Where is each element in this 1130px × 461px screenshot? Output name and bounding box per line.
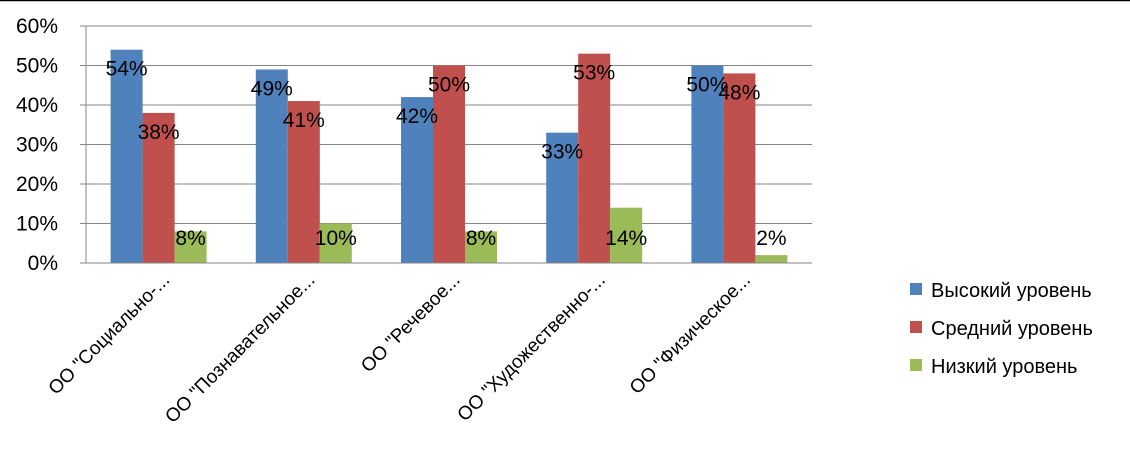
x-axis: ОО "Социально-...ОО "Познавательное... ОО…: [45, 262, 812, 428]
y-tick-label: 10%: [16, 213, 58, 236]
legend-swatch: [910, 321, 922, 333]
bar: [433, 65, 465, 263]
legend-label: Средний уровень: [931, 318, 1093, 340]
legend-item: Высокий уровень: [910, 280, 1092, 302]
legend-item: Низкий уровень: [910, 356, 1077, 378]
bar: [174, 231, 207, 263]
x-tick-label: ОО "Социально-...: [45, 270, 174, 400]
y-tick-label: 20%: [16, 173, 58, 196]
legend-item: Средний уровень: [910, 318, 1093, 340]
data-label: 42%: [396, 105, 438, 128]
bar: [319, 223, 352, 263]
y-tick-label: 60%: [16, 15, 58, 38]
y-tick-label: 50%: [16, 55, 58, 78]
data-label: 38%: [138, 121, 180, 144]
legend: Высокий уровень Средний уровень Низкий уро…: [910, 280, 1093, 378]
legend-label: Низкий уровень: [931, 356, 1077, 378]
y-tick-label: 40%: [16, 94, 58, 117]
data-label: 49%: [251, 77, 293, 100]
bar: [401, 97, 433, 263]
bar: [578, 53, 611, 264]
bar: [142, 112, 175, 264]
bar: [546, 132, 579, 263]
x-tick-label: ОО "Речевое...: [357, 270, 464, 377]
data-label: 50%: [428, 74, 470, 97]
data-label: 33%: [541, 141, 583, 164]
legend-label: Высокий уровень: [931, 280, 1092, 302]
bar: [110, 49, 143, 264]
x-tick-label: ОО "Художественно-...: [454, 270, 610, 426]
bar: [755, 255, 788, 263]
data-label: 50%: [686, 74, 728, 97]
y-axis: 0% 10% 20% 30% 40% 50% 60%: [16, 15, 87, 275]
legend-swatch: [910, 283, 922, 295]
data-label: 53%: [573, 62, 615, 85]
data-label: 14%: [605, 227, 647, 250]
bars: [110, 49, 788, 264]
bar: [465, 231, 497, 263]
data-labels: 54% 49% 42% 33% 50% 38% 41% 50% 53% 48% 8% 10% 8% 14%…: [106, 58, 787, 250]
data-label: 2%: [756, 227, 786, 250]
data-label: 10%: [315, 227, 357, 250]
data-label: 48%: [718, 81, 760, 104]
bar: [287, 101, 320, 263]
y-tick-label: 30%: [16, 134, 58, 157]
bar: [255, 69, 288, 263]
bar: [723, 73, 756, 264]
bar: [610, 207, 643, 263]
data-label: 8%: [466, 227, 496, 250]
data-label: 41%: [283, 109, 325, 132]
x-tick-label: ОО "Познавательное...: [161, 270, 319, 428]
x-tick-label: ОО "Физическое...: [626, 270, 755, 399]
bar: [691, 65, 724, 263]
data-label: 54%: [106, 58, 148, 81]
data-label: 8%: [175, 227, 205, 250]
legend-swatch: [910, 359, 922, 371]
y-tick-label: 0%: [28, 252, 58, 275]
